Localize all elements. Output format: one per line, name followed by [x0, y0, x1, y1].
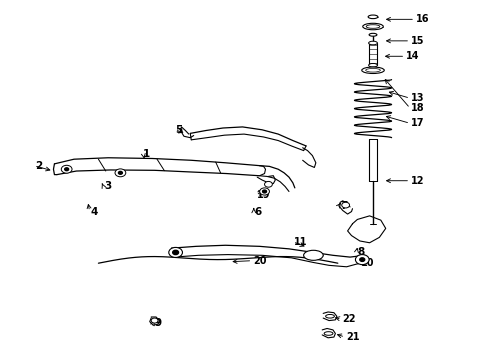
Circle shape: [119, 171, 122, 174]
Text: 12: 12: [411, 176, 425, 186]
Text: 5: 5: [175, 125, 183, 135]
Text: 7: 7: [340, 201, 347, 211]
Circle shape: [342, 202, 349, 208]
Circle shape: [169, 247, 182, 257]
Circle shape: [115, 169, 126, 177]
Text: 14: 14: [406, 51, 420, 61]
Text: 16: 16: [416, 14, 430, 24]
Ellipse shape: [366, 25, 380, 28]
Ellipse shape: [369, 33, 377, 36]
Text: 10: 10: [361, 258, 374, 268]
Circle shape: [360, 258, 365, 261]
Ellipse shape: [326, 315, 334, 318]
Text: 19: 19: [257, 190, 270, 200]
Circle shape: [172, 250, 178, 255]
Circle shape: [65, 168, 69, 171]
Text: 11: 11: [294, 237, 307, 247]
Ellipse shape: [368, 41, 377, 45]
Text: 22: 22: [343, 314, 356, 324]
Text: 6: 6: [255, 207, 262, 217]
Text: 20: 20: [253, 256, 267, 266]
Text: 2: 2: [35, 161, 42, 171]
Circle shape: [61, 165, 72, 173]
Text: 13: 13: [411, 93, 425, 103]
Text: 4: 4: [91, 207, 98, 217]
Text: 15: 15: [411, 36, 425, 46]
Circle shape: [151, 318, 158, 323]
Ellipse shape: [368, 15, 378, 19]
Ellipse shape: [368, 63, 377, 67]
Ellipse shape: [324, 332, 333, 335]
Circle shape: [355, 255, 369, 265]
Text: 8: 8: [357, 247, 365, 257]
Ellipse shape: [363, 23, 383, 30]
Text: 21: 21: [346, 332, 360, 342]
Text: 1: 1: [143, 149, 149, 159]
Circle shape: [260, 188, 270, 195]
Circle shape: [265, 181, 272, 187]
Text: 18: 18: [411, 103, 425, 113]
Ellipse shape: [362, 67, 384, 73]
Circle shape: [263, 190, 267, 193]
Text: 17: 17: [411, 118, 425, 128]
Text: 3: 3: [104, 181, 112, 192]
Ellipse shape: [304, 250, 323, 260]
Ellipse shape: [366, 68, 380, 72]
Text: 9: 9: [154, 319, 161, 328]
